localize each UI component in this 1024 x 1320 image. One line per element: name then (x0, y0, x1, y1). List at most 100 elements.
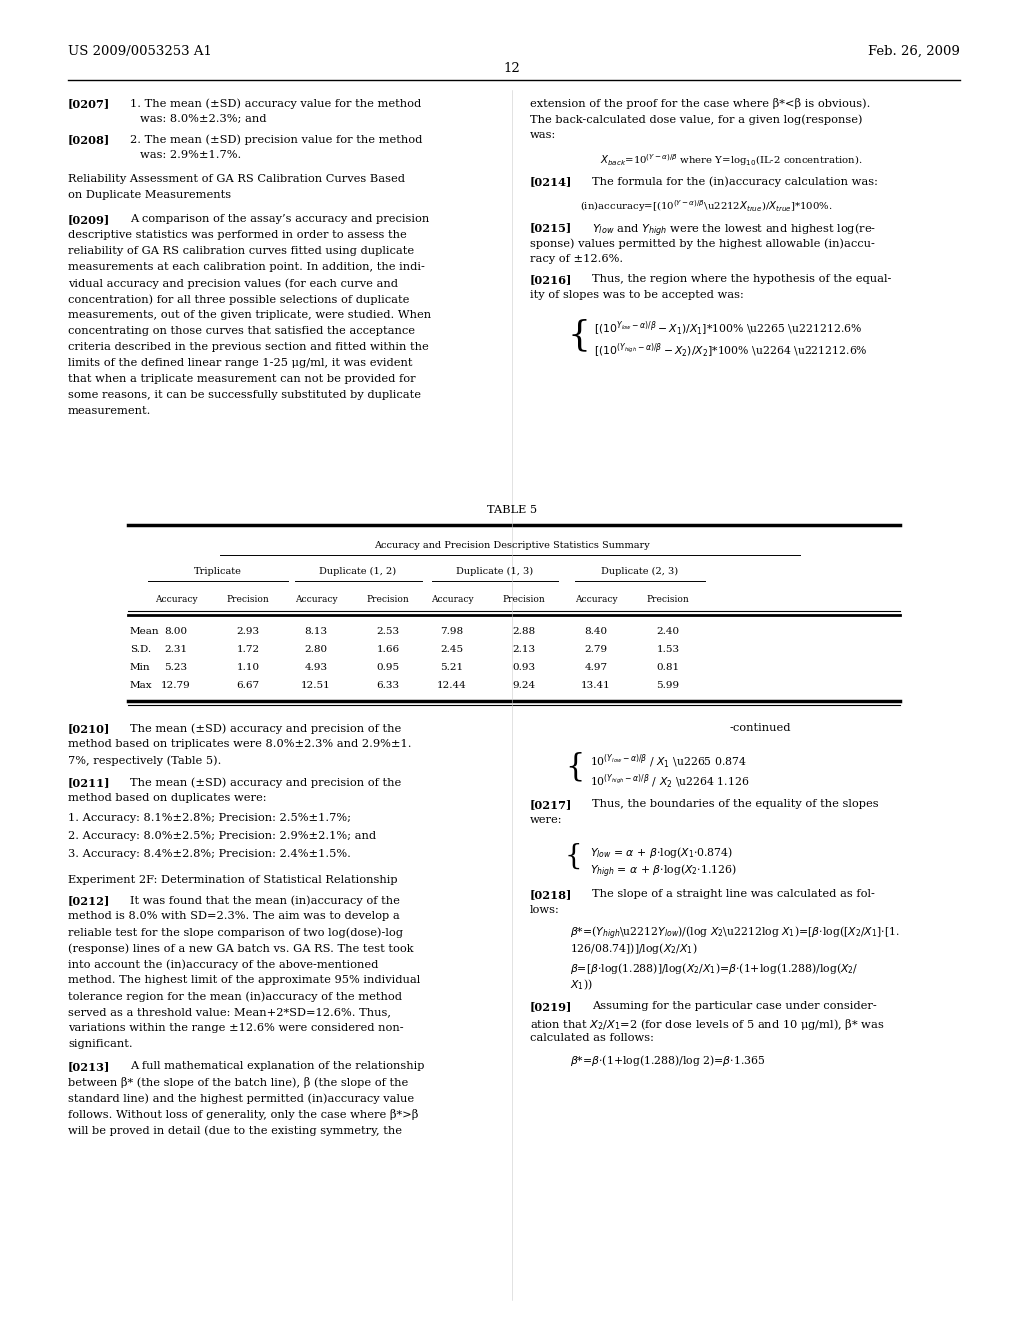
Text: Thus, the region where the hypothesis of the equal-: Thus, the region where the hypothesis of… (592, 275, 891, 284)
Text: was: 8.0%±2.3%; and: was: 8.0%±2.3%; and (140, 114, 266, 124)
Text: ity of slopes was to be accepted was:: ity of slopes was to be accepted was: (530, 290, 743, 300)
Text: 12.51: 12.51 (301, 681, 331, 690)
Text: will be proved in detail (due to the existing symmetry, the: will be proved in detail (due to the exi… (68, 1125, 402, 1135)
Text: Accuracy: Accuracy (431, 595, 473, 605)
Text: Precision: Precision (367, 595, 410, 605)
Text: served as a threshold value: Mean+2*SD=12.6%. Thus,: served as a threshold value: Mean+2*SD=1… (68, 1007, 391, 1016)
Text: limits of the defined linear range 1-25 μg/ml, it was evident: limits of the defined linear range 1-25 … (68, 358, 413, 368)
Text: method. The highest limit of the approximate 95% individual: method. The highest limit of the approxi… (68, 975, 420, 985)
Text: some reasons, it can be successfully substituted by duplicate: some reasons, it can be successfully sub… (68, 389, 421, 400)
Text: 2. The mean (±SD) precision value for the method: 2. The mean (±SD) precision value for th… (130, 135, 422, 145)
Text: concentrating on those curves that satisfied the acceptance: concentrating on those curves that satis… (68, 326, 415, 337)
Text: [0213]: [0213] (68, 1061, 111, 1072)
Text: was: 2.9%±1.7%.: was: 2.9%±1.7%. (140, 150, 242, 160)
Text: Thus, the boundaries of the equality of the slopes: Thus, the boundaries of the equality of … (592, 799, 879, 809)
Text: S.D.: S.D. (130, 645, 152, 653)
Text: into account the (in)accuracy of the above-mentioned: into account the (in)accuracy of the abo… (68, 960, 379, 970)
Text: 5.99: 5.99 (656, 681, 680, 690)
Text: [0217]: [0217] (530, 799, 572, 810)
Text: Min: Min (130, 663, 151, 672)
Text: lows:: lows: (530, 906, 560, 915)
Text: $X_{back}$=10$^{(Y-\alpha)/\beta}$ where Y=log$_{10}$(IL-2 concentration).: $X_{back}$=10$^{(Y-\alpha)/\beta}$ where… (600, 152, 862, 168)
Text: measurements at each calibration point. In addition, the indi-: measurements at each calibration point. … (68, 261, 425, 272)
Text: measurements, out of the given triplicate, were studied. When: measurements, out of the given triplicat… (68, 310, 431, 319)
Text: 126/08.74])]/log($X_2$/$X_1$): 126/08.74])]/log($X_2$/$X_1$) (570, 941, 697, 956)
Text: [0207]: [0207] (68, 98, 111, 110)
Text: variations within the range ±12.6% were considered non-: variations within the range ±12.6% were … (68, 1023, 403, 1034)
Text: 7.98: 7.98 (440, 627, 464, 636)
Text: The mean (±SD) accuracy and precision of the: The mean (±SD) accuracy and precision of… (130, 723, 401, 734)
Text: 12.79: 12.79 (161, 681, 190, 690)
Text: Duplicate (1, 2): Duplicate (1, 2) (319, 568, 396, 576)
Text: US 2009/0053253 A1: US 2009/0053253 A1 (68, 45, 212, 58)
Text: 1.72: 1.72 (237, 645, 259, 653)
Text: tolerance region for the mean (in)accuracy of the method: tolerance region for the mean (in)accura… (68, 991, 402, 1002)
Text: standard line) and the highest permitted (in)accuracy value: standard line) and the highest permitted… (68, 1093, 414, 1104)
Text: vidual accuracy and precision values (for each curve and: vidual accuracy and precision values (fo… (68, 279, 398, 289)
Text: 2.88: 2.88 (512, 627, 536, 636)
Text: $\beta$=[$\beta$$\cdot$log(1.288)]/log($X_2$/$X_1$)=$\beta$$\cdot$(1+log(1.288)/: $\beta$=[$\beta$$\cdot$log(1.288)]/log($… (570, 961, 858, 975)
Text: descriptive statistics was performed in order to assess the: descriptive statistics was performed in … (68, 230, 407, 240)
Text: 2. Accuracy: 8.0%±2.5%; Precision: 2.9%±2.1%; and: 2. Accuracy: 8.0%±2.5%; Precision: 2.9%±… (68, 832, 376, 841)
Text: Duplicate (1, 3): Duplicate (1, 3) (457, 568, 534, 576)
Text: -continued: -continued (729, 723, 791, 733)
Text: Assuming for the particular case under consider-: Assuming for the particular case under c… (592, 1001, 877, 1011)
Text: 3. Accuracy: 8.4%±2.8%; Precision: 2.4%±1.5%.: 3. Accuracy: 8.4%±2.8%; Precision: 2.4%±… (68, 849, 351, 859)
Text: $\beta$*=$\beta$$\cdot$(1+log(1.288)/log 2)=$\beta$$\cdot$1.365: $\beta$*=$\beta$$\cdot$(1+log(1.288)/log… (570, 1053, 766, 1068)
Text: Experiment 2F: Determination of Statistical Relationship: Experiment 2F: Determination of Statisti… (68, 875, 397, 884)
Text: was:: was: (530, 129, 556, 140)
Text: were:: were: (530, 814, 562, 825)
Text: Accuracy: Accuracy (295, 595, 337, 605)
Text: reliable test for the slope comparison of two log(dose)-log: reliable test for the slope comparison o… (68, 927, 403, 937)
Text: {: { (565, 751, 585, 781)
Text: significant.: significant. (68, 1039, 133, 1049)
Text: (in)accuracy=[(10$^{(Y-\alpha)/\beta}$\u2212$X_{true}$)/$X_{true}$]*100%.: (in)accuracy=[(10$^{(Y-\alpha)/\beta}$\u… (580, 198, 833, 214)
Text: 8.00: 8.00 (165, 627, 187, 636)
Text: 9.24: 9.24 (512, 681, 536, 690)
Text: [0209]: [0209] (68, 214, 111, 224)
Text: on Duplicate Measurements: on Duplicate Measurements (68, 190, 231, 201)
Text: 2.80: 2.80 (304, 645, 328, 653)
Text: 12: 12 (504, 62, 520, 75)
Text: 13.41: 13.41 (582, 681, 611, 690)
Text: Feb. 26, 2009: Feb. 26, 2009 (868, 45, 961, 58)
Text: Reliability Assessment of GA RS Calibration Curves Based: Reliability Assessment of GA RS Calibrat… (68, 174, 406, 183)
Text: 2.45: 2.45 (440, 645, 464, 653)
Text: A comparison of the assay’s accuracy and precision: A comparison of the assay’s accuracy and… (130, 214, 429, 224)
Text: 0.95: 0.95 (377, 663, 399, 672)
Text: calculated as follows:: calculated as follows: (530, 1034, 654, 1043)
Text: [0216]: [0216] (530, 275, 572, 285)
Text: The formula for the (in)accuracy calculation was:: The formula for the (in)accuracy calcula… (592, 176, 878, 186)
Text: [0214]: [0214] (530, 176, 572, 187)
Text: It was found that the mean (in)accuracy of the: It was found that the mean (in)accuracy … (130, 895, 400, 906)
Text: TABLE 5: TABLE 5 (487, 506, 537, 515)
Text: 10$^{(Y_{high}-\alpha)/\beta}$ / $X_2$ \u2264 1.126: 10$^{(Y_{high}-\alpha)/\beta}$ / $X_2$ \… (590, 774, 750, 791)
Text: [0208]: [0208] (68, 135, 111, 145)
Text: method is 8.0% with SD=2.3%. The aim was to develop a: method is 8.0% with SD=2.3%. The aim was… (68, 911, 399, 921)
Text: [0215]: [0215] (530, 222, 572, 234)
Text: reliability of GA RS calibration curves fitted using duplicate: reliability of GA RS calibration curves … (68, 246, 414, 256)
Text: Precision: Precision (226, 595, 269, 605)
Text: (response) lines of a new GA batch vs. GA RS. The test took: (response) lines of a new GA batch vs. G… (68, 942, 414, 953)
Text: [0211]: [0211] (68, 777, 111, 788)
Text: Mean: Mean (130, 627, 160, 636)
Text: 5.23: 5.23 (165, 663, 187, 672)
Text: [0219]: [0219] (530, 1001, 572, 1012)
Text: ation that $X_2$/$X_1$=2 (for dose levels of 5 and 10 μg/ml), β* was: ation that $X_2$/$X_1$=2 (for dose level… (530, 1016, 885, 1032)
Text: Precision: Precision (646, 595, 689, 605)
Text: 0.81: 0.81 (656, 663, 680, 672)
Text: $X_1$)): $X_1$)) (570, 977, 593, 991)
Text: Accuracy and Precision Descriptive Statistics Summary: Accuracy and Precision Descriptive Stati… (374, 541, 650, 550)
Text: 2.79: 2.79 (585, 645, 607, 653)
Text: A full mathematical explanation of the relationship: A full mathematical explanation of the r… (130, 1061, 425, 1071)
Text: 10$^{(Y_{low}-\alpha)/\beta}$ / $X_1$ \u2265 0.874: 10$^{(Y_{low}-\alpha)/\beta}$ / $X_1$ \u… (590, 752, 746, 771)
Text: 1. The mean (±SD) accuracy value for the method: 1. The mean (±SD) accuracy value for the… (130, 98, 421, 108)
Text: method based on triplicates were 8.0%±2.3% and 2.9%±1.: method based on triplicates were 8.0%±2.… (68, 739, 412, 748)
Text: sponse) values permitted by the highest allowable (in)accu-: sponse) values permitted by the highest … (530, 238, 874, 248)
Text: that when a triplicate measurement can not be provided for: that when a triplicate measurement can n… (68, 374, 416, 384)
Text: $\beta$*=($Y_{high}$\u2212$Y_{low}$)/(log $X_2$\u2212log $X_1$)=[$\beta$$\cdot$l: $\beta$*=($Y_{high}$\u2212$Y_{low}$)/(lo… (570, 925, 900, 942)
Text: Duplicate (2, 3): Duplicate (2, 3) (601, 568, 679, 576)
Text: $Y_{low}$ and $Y_{high}$ were the lowest and highest log(re-: $Y_{low}$ and $Y_{high}$ were the lowest… (592, 222, 877, 239)
Text: concentration) for all three possible selections of duplicate: concentration) for all three possible se… (68, 294, 410, 305)
Text: Precision: Precision (503, 595, 546, 605)
